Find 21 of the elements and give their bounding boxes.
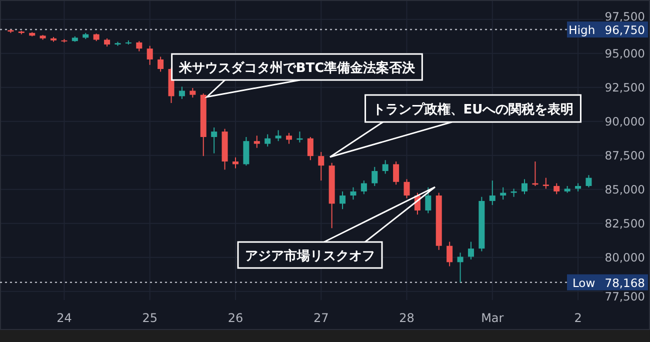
y-tick-label: 87,500 — [604, 148, 645, 162]
annotation: アジア市場リスクオフ — [245, 248, 375, 264]
annotation: トランプ政権、EUへの関税を表明 — [372, 102, 574, 118]
y-tick-label: 82,500 — [604, 216, 645, 230]
y-tick-label: 77,500 — [604, 289, 645, 304]
x-tick-label: 2 — [574, 311, 582, 325]
x-tick-label: Mar — [481, 311, 504, 325]
x-tick-label: 24 — [56, 311, 72, 325]
annotation: 米サウスダコタ州でBTC準備金法案否決 — [178, 60, 416, 76]
y-tick-label: 85,000 — [604, 182, 645, 196]
y-tick-label: 97,500 — [604, 10, 645, 24]
ref-line-label: Low 78,168 — [572, 276, 645, 290]
x-tick-label: 25 — [142, 311, 158, 325]
ref-line-label: High 96,750 — [568, 23, 645, 38]
x-tick-label: 28 — [399, 311, 414, 325]
y-tick-label: 90,000 — [604, 114, 645, 128]
y-tick-label: 92,500 — [604, 80, 645, 94]
y-tick-label: 95,000 — [604, 46, 645, 60]
x-tick-label: 27 — [313, 311, 329, 325]
x-tick-label: 26 — [228, 311, 244, 325]
y-tick-label: 80,000 — [604, 250, 645, 264]
